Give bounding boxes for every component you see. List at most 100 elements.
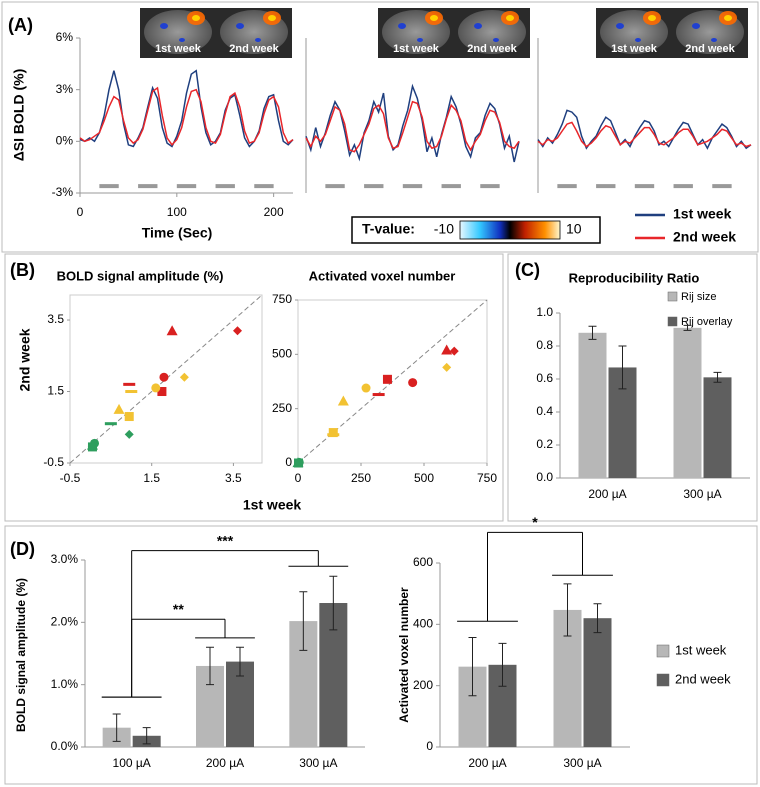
- point: [125, 390, 138, 394]
- stimulus-block: [634, 184, 655, 189]
- panel-label: (C): [515, 260, 540, 280]
- chart-title: Activated voxel number: [309, 268, 456, 283]
- stimulus-block: [138, 184, 158, 189]
- x-tick-label: 200 µA: [468, 756, 506, 770]
- point: [232, 326, 242, 336]
- activation-blob: [711, 38, 717, 42]
- legend-label: 1st week: [673, 206, 732, 222]
- point: [113, 403, 125, 414]
- y-tick-label: 0.6: [536, 371, 553, 385]
- significance-label: ***: [217, 532, 234, 548]
- x-tick-label: 200 µA: [588, 487, 626, 501]
- y-axis-label: ΔSI BOLD (%): [11, 69, 27, 162]
- point: [337, 395, 349, 406]
- x-tick-label: 300 µA: [683, 487, 721, 501]
- series-line: [305, 100, 520, 153]
- activation-blob: [635, 38, 641, 42]
- y-tick-label: 1.5: [47, 384, 64, 398]
- x-axis-label: 1st week: [243, 497, 302, 513]
- stimulus-block: [712, 184, 732, 189]
- x-tick-label: 300 µA: [299, 756, 337, 770]
- stimulus-block: [596, 184, 616, 189]
- series-line: [537, 109, 752, 150]
- activation-blob: [692, 23, 700, 29]
- y-tick-label: 200: [413, 678, 433, 692]
- inset-label: 2nd week: [229, 43, 279, 55]
- point: [292, 457, 304, 468]
- series-line: [537, 121, 752, 148]
- error-bar: [329, 575, 338, 631]
- point: [179, 372, 189, 382]
- error-bar: [588, 325, 597, 340]
- stimulus-block: [557, 184, 577, 189]
- point: [328, 428, 338, 438]
- stimulus-block: [99, 184, 119, 189]
- legend-swatch: [656, 673, 670, 687]
- stimulus-block: [364, 184, 384, 189]
- chart-title: Reproducibility Ratio: [569, 270, 700, 285]
- stimulus-block: [673, 184, 693, 189]
- error-bar: [142, 727, 151, 745]
- activation-blob: [268, 15, 276, 21]
- stimulus-block: [402, 184, 423, 189]
- x-tick-label: 500: [414, 471, 434, 485]
- error-bar: [593, 603, 602, 634]
- activation-blob: [724, 15, 732, 21]
- significance-label: *: [532, 514, 538, 530]
- point: [159, 372, 169, 382]
- y-tick-label: 3%: [56, 82, 74, 96]
- inset-label: 2nd week: [467, 43, 517, 55]
- x-tick-label: 0: [295, 471, 302, 485]
- activation-blob: [160, 23, 168, 29]
- y-tick-label: 600: [413, 555, 433, 569]
- stimulus-block: [176, 184, 197, 189]
- colorbar-tick-label: 10: [566, 221, 582, 237]
- legend-label: 2nd week: [675, 671, 731, 686]
- legend-label: Rij overlay: [681, 316, 733, 328]
- error-bar: [713, 371, 722, 383]
- x-tick-label: 100: [167, 205, 187, 219]
- error-bar: [683, 324, 692, 331]
- panel-frame: [1, 1, 759, 253]
- bar: [703, 377, 732, 478]
- panel-frame: [4, 525, 758, 785]
- y-tick-label: -3%: [52, 185, 74, 199]
- stimulus-block: [254, 184, 274, 189]
- y-tick-label: 0.0%: [51, 739, 79, 753]
- x-tick-label: 250: [351, 471, 371, 485]
- bar: [583, 618, 612, 747]
- activation-blob: [430, 15, 438, 21]
- error-bar: [468, 637, 477, 697]
- y-tick-label: 0.8: [536, 338, 553, 352]
- point: [372, 393, 385, 397]
- legend-label: Rij size: [681, 291, 716, 303]
- y-tick-label: 500: [272, 347, 292, 361]
- y-tick-label: 250: [272, 401, 292, 415]
- activation-blob: [179, 38, 185, 42]
- panel-frame: [507, 253, 758, 522]
- point: [124, 412, 134, 422]
- x-tick-label: -0.5: [60, 471, 81, 485]
- chart-title: BOLD signal amplitude (%): [57, 268, 224, 283]
- activation-blob: [236, 23, 244, 29]
- y-tick-label: 3.0%: [51, 552, 79, 566]
- y-axis-label: Activated voxel number: [397, 587, 411, 723]
- point: [442, 362, 452, 372]
- inset-label: 1st week: [155, 43, 202, 55]
- x-tick-label: 100 µA: [113, 756, 151, 770]
- legend-swatch: [656, 644, 670, 658]
- legend-label: 2nd week: [673, 229, 736, 245]
- y-tick-label: 0.2: [536, 437, 553, 451]
- point: [157, 387, 167, 397]
- error-bar: [206, 646, 214, 686]
- y-tick-label: 0: [426, 739, 433, 753]
- x-tick-label: 300 µA: [563, 756, 601, 770]
- activation-blob: [192, 15, 200, 21]
- colorbar: [459, 220, 561, 240]
- x-tick-label: 3.5: [225, 471, 242, 485]
- identity-line: [297, 299, 488, 464]
- x-axis-label: Time (Sec): [142, 225, 213, 241]
- x-tick-label: 750: [477, 471, 497, 485]
- point: [104, 422, 117, 426]
